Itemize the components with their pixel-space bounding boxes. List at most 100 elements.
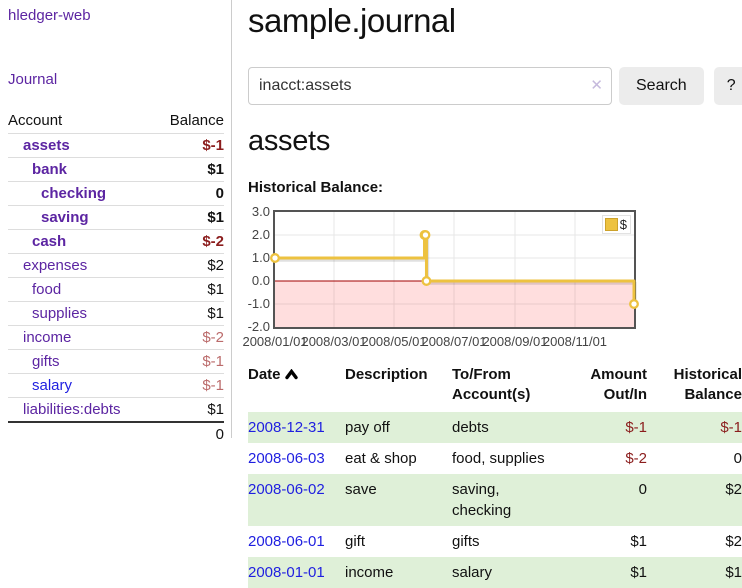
- account-link[interactable]: bank: [32, 161, 68, 178]
- account-row: checking 0: [8, 181, 224, 206]
- accounts-total-value: 0: [153, 421, 224, 446]
- transaction-row[interactable]: 2008-06-01 gift gifts $1 $2: [248, 526, 742, 557]
- x-axis-tick-label: 2008/05/01: [361, 333, 427, 349]
- y-axis-tick-label: 0.0: [251, 272, 270, 288]
- txn-date-cell: 2008-06-01: [248, 526, 345, 557]
- txn-date-link[interactable]: 2008-06-01: [248, 533, 325, 551]
- account-link[interactable]: salary: [32, 377, 73, 394]
- account-balance: $2: [153, 253, 224, 278]
- search-input[interactable]: [248, 66, 612, 105]
- account-balance: 0: [153, 181, 224, 206]
- chart-legend: $: [601, 214, 631, 234]
- transaction-row[interactable]: 2008-06-02 save saving, checking 0 $2: [248, 474, 742, 527]
- chart-title: Historical Balance:: [248, 178, 384, 196]
- txn-amount-cell: 0: [638, 481, 647, 499]
- column-header-date[interactable]: Date: [248, 362, 345, 413]
- account-balance: $1: [153, 157, 224, 182]
- y-axis-tick-label: -1.0: [247, 295, 270, 311]
- app-title-link[interactable]: hledger-web: [8, 7, 91, 24]
- account-row: gifts $-1: [8, 349, 224, 374]
- txn-date-link[interactable]: 2008-06-03: [248, 450, 325, 468]
- txn-date-link[interactable]: 2008-01-01: [248, 564, 325, 582]
- y-axis-tick-label: -2.0: [247, 318, 270, 334]
- txn-accounts-cell: salary: [452, 564, 493, 582]
- column-header-amount[interactable]: Amount Out/In: [590, 365, 647, 404]
- account-balance: $-1: [153, 133, 224, 158]
- sidebar: hledger-web Journal Account Balance asse…: [0, 0, 232, 446]
- txn-balance-cell: $2: [725, 533, 742, 551]
- search-button[interactable]: Search: [619, 66, 704, 105]
- txn-date-link[interactable]: 2008-12-31: [248, 419, 325, 437]
- column-header-description[interactable]: Description: [345, 365, 428, 383]
- txn-date-cell: 2008-01-01: [248, 557, 345, 588]
- account-balance: $-1: [153, 349, 224, 374]
- account-balance: $-2: [153, 325, 224, 350]
- column-header-balance[interactable]: Historical Balance: [673, 365, 742, 404]
- account-balance: $1: [153, 205, 224, 230]
- balance-chart: $ 3.0 2.0 1.0 0.0 -1.0 -2.0 2008/01/01 2008/03/…: [242, 203, 742, 349]
- txn-amount-cell: $1: [630, 533, 647, 551]
- txn-amount-cell: $1: [630, 564, 647, 582]
- account-link[interactable]: liabilities:debts: [23, 401, 121, 418]
- account-link[interactable]: expenses: [23, 257, 88, 274]
- account-link[interactable]: income: [23, 329, 72, 346]
- txn-description-cell: income: [345, 564, 394, 582]
- account-balance: $1: [153, 277, 224, 302]
- account-heading: assets: [248, 124, 331, 157]
- accounts-header-balance: Balance: [169, 112, 224, 129]
- page-title: sample.journal: [248, 2, 456, 39]
- x-axis-tick-label: 2008/03/01: [301, 333, 367, 349]
- account-row: cash $-2: [8, 229, 224, 254]
- transaction-row[interactable]: 2008-12-31 pay off debts $-1 $-1: [248, 412, 742, 444]
- sidebar-item-journal[interactable]: Journal: [8, 71, 58, 88]
- account-balance: $1: [153, 301, 224, 326]
- help-button[interactable]: ?: [713, 66, 742, 105]
- txn-accounts-cell: gifts: [452, 533, 480, 551]
- txn-date-cell: 2008-06-03: [248, 443, 345, 474]
- txn-date-cell: 2008-12-31: [248, 412, 345, 443]
- txn-amount-cell: $-2: [625, 450, 647, 468]
- account-link[interactable]: gifts: [32, 353, 60, 370]
- legend-swatch-icon: [604, 217, 618, 231]
- chart-plot-area: $: [270, 209, 639, 329]
- accounts-total-row: 0: [8, 421, 224, 446]
- account-balance: $-1: [153, 373, 224, 398]
- accounts-header-account: Account: [8, 112, 63, 129]
- y-axis-tick-label: 2.0: [251, 226, 270, 242]
- transaction-row[interactable]: 2008-06-03 eat & shop food, supplies $-2 0: [248, 443, 742, 474]
- txn-date-link[interactable]: 2008-06-02: [248, 481, 325, 499]
- x-axis-tick-label: 2008/01/01: [242, 333, 308, 349]
- txn-balance-cell: $1: [725, 564, 742, 582]
- txn-balance-cell: 0: [733, 450, 742, 468]
- account-row: supplies $1: [8, 301, 224, 326]
- txn-accounts-cell: debts: [452, 419, 489, 437]
- y-axis-tick-label: 3.0: [251, 203, 270, 219]
- account-link[interactable]: food: [32, 281, 62, 298]
- account-row: liabilities:debts $1: [8, 397, 224, 422]
- account-link[interactable]: saving: [41, 209, 89, 226]
- x-axis-tick-label: 2008/07/01: [421, 333, 487, 349]
- transactions-header-row: Date Description To/From Account(s) Amou…: [248, 362, 742, 413]
- legend-label: $: [619, 216, 627, 232]
- account-row: saving $1: [8, 205, 224, 230]
- txn-description-cell: eat & shop: [345, 450, 417, 468]
- txn-accounts-cell: food, supplies: [452, 450, 545, 468]
- transaction-row[interactable]: 2008-01-01 income salary $1 $1: [248, 557, 742, 588]
- main-content: sample.journal ✕ Search ? assets Histori…: [242, 0, 742, 588]
- account-link[interactable]: checking: [41, 185, 107, 202]
- txn-amount-cell: $-1: [625, 419, 647, 437]
- search-bar: ✕ Search ?: [248, 66, 742, 105]
- accounts-table: Account Balance assets $-1 bank $1 checking 0…: [8, 108, 224, 446]
- account-row: food $1: [8, 277, 224, 302]
- column-header-accounts[interactable]: To/From Account(s): [452, 365, 531, 404]
- clear-search-icon[interactable]: ✕: [590, 76, 603, 94]
- account-link[interactable]: supplies: [32, 305, 88, 322]
- account-row: assets $-1: [8, 133, 224, 158]
- account-link[interactable]: assets: [23, 137, 70, 154]
- txn-accounts-cell: saving, checking: [452, 481, 512, 520]
- account-balance: $-2: [153, 229, 224, 254]
- account-row: salary $-1: [8, 373, 224, 398]
- search-input-wrap: ✕: [248, 66, 612, 105]
- txn-description-cell: gift: [345, 533, 366, 551]
- account-link[interactable]: cash: [32, 233, 67, 250]
